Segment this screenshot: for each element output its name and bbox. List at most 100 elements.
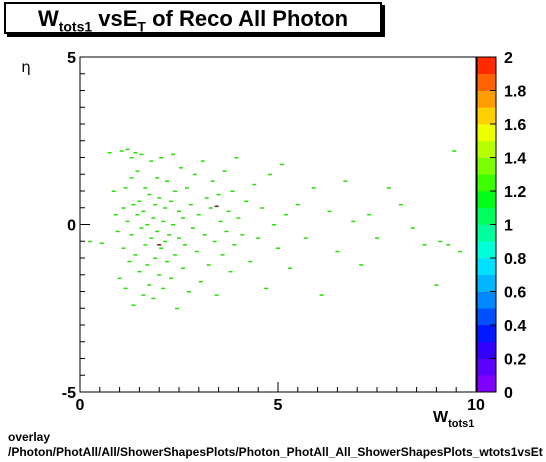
data-point-15 xyxy=(129,177,134,179)
data-point-74 xyxy=(196,213,201,216)
data-point-57 xyxy=(171,153,176,156)
data-point-5 xyxy=(115,230,120,233)
data-point-92 xyxy=(232,244,237,246)
colorbar-swatch-8 xyxy=(477,241,496,259)
data-point-23 xyxy=(135,170,140,172)
data-point-48 xyxy=(161,220,166,223)
data-point-58 xyxy=(171,224,176,226)
data-point-0 xyxy=(87,240,92,243)
data-point-81 xyxy=(210,180,215,182)
footer-overlay: overlay xyxy=(8,430,51,444)
data-point-109 xyxy=(303,237,308,239)
data-point-93 xyxy=(234,157,239,159)
data-point-56 xyxy=(169,277,174,280)
data-point-3 xyxy=(111,190,116,192)
colorbar-label-2: 0.4 xyxy=(504,318,526,335)
data-point-51 xyxy=(163,240,168,243)
data-point-46 xyxy=(159,157,164,159)
data-point-102 xyxy=(268,173,273,176)
data-point-41 xyxy=(153,257,158,259)
colorbar-label-4: 0.8 xyxy=(504,251,526,268)
data-point-49 xyxy=(161,287,166,290)
data-point-73 xyxy=(194,250,199,253)
colorbar-swatch-12 xyxy=(477,174,496,192)
data-point-63 xyxy=(177,237,181,239)
data-point-101 xyxy=(264,287,269,290)
colorbar-swatch-18 xyxy=(477,73,496,91)
colorbar-swatch-7 xyxy=(477,258,496,276)
data-point-110 xyxy=(311,187,316,189)
data-point-82 xyxy=(212,240,217,243)
data-point-28 xyxy=(141,294,146,296)
data-point-97 xyxy=(248,260,253,263)
data-point-113 xyxy=(335,250,340,253)
data-point-24 xyxy=(137,270,142,273)
colorbar-swatch-3 xyxy=(477,325,496,343)
highlight-point-1 xyxy=(157,244,162,246)
data-point-34 xyxy=(147,193,152,196)
data-point-106 xyxy=(283,213,288,216)
data-point-9 xyxy=(121,247,126,249)
data-point-8 xyxy=(121,207,126,209)
data-point-40 xyxy=(153,203,158,206)
data-point-33 xyxy=(145,264,150,266)
colorbar-label-9: 1.8 xyxy=(504,84,526,101)
data-point-120 xyxy=(398,203,403,206)
colorbar-swatch-4 xyxy=(477,308,496,326)
data-point-83 xyxy=(214,294,219,296)
data-point-121 xyxy=(410,227,415,229)
data-point-11 xyxy=(123,287,128,290)
data-point-39 xyxy=(151,297,156,300)
colorbar-swatch-9 xyxy=(477,224,496,242)
y-tick-label-0: 0 xyxy=(67,218,76,235)
data-point-50 xyxy=(163,207,168,209)
data-point-90 xyxy=(228,270,233,273)
data-point-20 xyxy=(133,151,138,154)
data-point-60 xyxy=(173,190,178,192)
data-point-84 xyxy=(216,193,221,196)
data-point-36 xyxy=(149,160,154,162)
data-point-70 xyxy=(188,203,193,206)
data-point-95 xyxy=(240,234,245,236)
colorbar-swatch-16 xyxy=(477,107,496,125)
chart-title: Wtots1 vsET of Reco All Photon xyxy=(6,6,380,34)
data-point-43 xyxy=(155,230,160,233)
title-w: W xyxy=(37,6,59,31)
data-point-14 xyxy=(127,260,132,263)
data-point-127 xyxy=(458,250,463,253)
data-point-91 xyxy=(230,190,235,192)
data-point-117 xyxy=(367,213,372,216)
data-point-7 xyxy=(119,150,124,152)
chart-canvas: 0 5 10-505 00.20.40.60.811.21.41.61.82 Wto… xyxy=(21,50,526,430)
data-points xyxy=(87,148,463,310)
title-tail: of Reco All Photon xyxy=(145,6,349,31)
data-point-4 xyxy=(113,213,118,216)
data-point-86 xyxy=(220,254,225,256)
data-point-96 xyxy=(244,200,249,203)
colorbar-label-0: 0 xyxy=(504,385,513,402)
data-point-107 xyxy=(287,267,292,270)
data-point-77 xyxy=(202,234,207,236)
data-point-116 xyxy=(359,264,364,266)
colorbar-label-8: 1.6 xyxy=(504,117,526,134)
data-point-17 xyxy=(129,157,134,159)
data-point-65 xyxy=(180,267,185,270)
axes: 0 5 10-505 xyxy=(62,50,485,414)
footer-path: /Photon/PhotAll/All/ShowerShapesPlots/Ph… xyxy=(8,445,543,459)
data-point-119 xyxy=(386,187,391,189)
colorbar-label-7: 1.4 xyxy=(504,151,526,168)
data-point-45 xyxy=(157,197,162,199)
data-point-94 xyxy=(236,217,241,219)
colorbar: 0 0.2 0.4 0.6 0.8 1 1.2 1.4 1.6 1.8 2 xyxy=(476,50,526,402)
colorbar-label-6: 1.2 xyxy=(504,184,526,201)
data-point-35 xyxy=(147,284,152,286)
colorbar-swatch-17 xyxy=(477,90,496,108)
data-point-100 xyxy=(260,207,265,209)
data-point-26 xyxy=(139,153,144,156)
colorbar-label-1: 0.2 xyxy=(504,352,526,369)
x-tick-label-0: 0 xyxy=(76,397,85,414)
data-point-2 xyxy=(107,151,112,154)
data-point-42 xyxy=(155,177,160,179)
data-point-72 xyxy=(192,173,197,176)
data-point-25 xyxy=(137,200,142,203)
